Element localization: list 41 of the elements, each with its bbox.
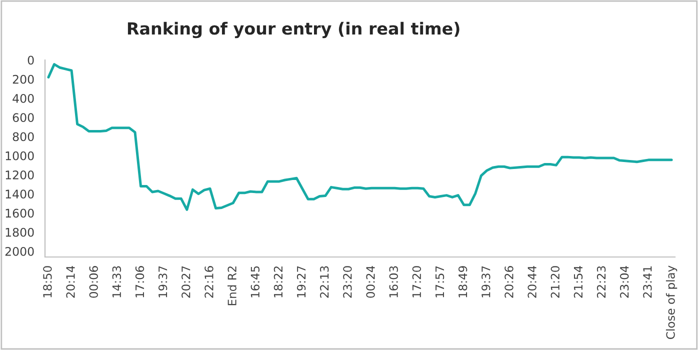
y-tick-label: 1600 — [6, 208, 34, 218]
y-tick-label: 1000 — [6, 151, 34, 160]
y-tick-label: 1400 — [6, 190, 34, 199]
x-tick-label: 18:22 — [274, 266, 283, 298]
x-tick-label: 20:26 — [504, 266, 514, 298]
y-tick-label: 0 — [28, 56, 34, 65]
x-tick-label: 23:20 — [343, 266, 352, 298]
x-tick-label: 00:24 — [366, 266, 375, 298]
line-series — [47, 63, 673, 211]
x-tick-label: 21:54 — [574, 266, 583, 298]
x-tick-label: 19:37 — [482, 266, 490, 298]
x-tick-label: 17:06 — [135, 266, 144, 298]
x-tick-label: 23:41 — [643, 266, 652, 298]
x-tick-label: 16:03 — [389, 266, 398, 298]
y-tick-label: 400 — [12, 94, 34, 103]
x-tick-label: 22:23 — [596, 266, 606, 298]
x-tick-label: 16:45 — [250, 266, 260, 298]
y-tick-label: 1800 — [6, 228, 34, 237]
x-tick-label: End R2 — [228, 266, 236, 306]
x-tick-label: 18:50 — [43, 266, 52, 298]
x-tick-label: 17:20 — [412, 266, 422, 298]
x-tick-label: Close of play — [666, 266, 678, 339]
x-tick-label: 19:37 — [158, 266, 168, 298]
y-tick-label: 800 — [12, 132, 34, 142]
x-tick-label: 17:57 — [436, 266, 444, 298]
x-tick-label: 22:16 — [204, 266, 214, 298]
x-tick-label: 21:20 — [550, 266, 560, 298]
x-tick-label: 14:33 — [112, 266, 122, 298]
x-tick-label: 20:14 — [66, 266, 75, 298]
x-tick-label: 23:04 — [620, 266, 629, 298]
x-tick-label: 20:44 — [528, 266, 536, 298]
chart-title: Ranking of your entry (in real time) — [128, 22, 460, 38]
y-tick-label: 2000 — [5, 246, 34, 256]
x-tick-label: 22:13 — [320, 266, 329, 298]
y-tick-label: 200 — [12, 74, 34, 84]
x-tick-label: 19:27 — [296, 266, 306, 298]
y-tick-label: 600 — [12, 113, 34, 122]
x-tick-label: 20:27 — [182, 266, 190, 298]
y-tick-label: 1200 — [6, 170, 34, 180]
x-tick-label: 00:06 — [89, 266, 98, 298]
x-tick-label: 18:49 — [458, 266, 468, 298]
